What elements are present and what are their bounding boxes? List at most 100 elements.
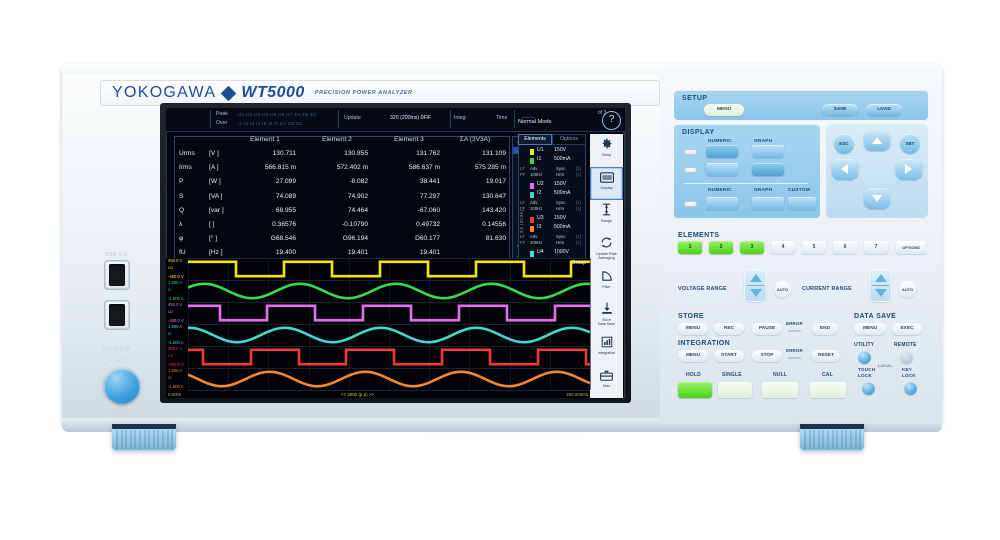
tab-options[interactable]: Options — [552, 134, 586, 145]
table-row: Urms [V ] 130.711 130.855 131.762 131.10… — [174, 150, 510, 164]
row-unit: [Hz ] — [209, 249, 223, 257]
trace-channel-label: U3 — [168, 353, 174, 358]
display-graph-button-row3[interactable] — [752, 197, 784, 210]
row-symbol: fU — [179, 249, 186, 257]
data-save-exec-button[interactable]: EXEC — [892, 323, 922, 335]
store-menu-button[interactable]: MENU — [678, 323, 708, 335]
nav-right-button[interactable] — [896, 159, 922, 180]
nav-down-button[interactable] — [864, 188, 890, 209]
display-row1-indicator — [684, 149, 697, 155]
current-range-stepper[interactable] — [869, 269, 892, 302]
measurement-table[interactable]: Element 1 Element 2 Element 3 ΣA (3V3A) … — [174, 136, 510, 266]
model-subtitle: PRECISION POWER ANALYZER — [314, 90, 413, 96]
set-button[interactable]: SET — [900, 134, 920, 154]
element-button-5[interactable]: 5 — [802, 241, 826, 254]
cal-button[interactable] — [810, 382, 846, 398]
element-button-4[interactable]: 4 — [771, 241, 795, 254]
utility-button[interactable] — [858, 351, 871, 364]
lcd-screen[interactable]: Peak U1 U2 U3 U4 U5 U6 U7 ΣA ΣB ΣC Over … — [166, 108, 625, 398]
grid-line — [188, 368, 590, 369]
null-label: NULL — [773, 372, 788, 378]
data-save-menu-button[interactable]: MENU — [854, 323, 886, 335]
sidebar-item-update-rate-averaging[interactable]: Update Rate Averaging — [590, 233, 623, 266]
store-pause-button[interactable]: PAUSE — [752, 323, 782, 335]
element-channel-row[interactable]: U1 150V — [518, 147, 586, 156]
sidebar-item-store-data-save[interactable]: Store Data Save — [590, 299, 623, 332]
usb-port-2[interactable] — [104, 300, 130, 330]
display-graph-button-row2[interactable] — [752, 163, 784, 176]
voltage-auto-button[interactable]: AUTO — [774, 281, 791, 298]
cell-value: 38.441 — [419, 178, 440, 186]
setup-load-button[interactable]: LOAD — [866, 104, 902, 116]
element-button-6[interactable]: 6 — [833, 241, 857, 254]
over-tags: I1 I2 I3 I4 I5 I6 I7 ΣA ΣB ΣC — [238, 120, 303, 126]
scale-label-bottom: -450.0 V — [168, 362, 184, 367]
integration-start-button[interactable]: START — [714, 350, 744, 362]
key-lock-button[interactable] — [904, 382, 917, 395]
cell-value: G96.194 — [342, 235, 368, 243]
channel-name: U3 — [537, 215, 544, 221]
null-button[interactable] — [762, 382, 798, 398]
cell-value: D60.177 — [415, 235, 440, 243]
integration-menu-button[interactable]: MENU — [678, 350, 708, 362]
page-index: of 3 — [598, 110, 607, 116]
display-numeric-button-row3[interactable] — [706, 197, 738, 210]
usb-port-1[interactable] — [104, 260, 130, 290]
current-auto-button[interactable]: AUTO — [899, 281, 916, 298]
nav-left-button[interactable] — [832, 159, 858, 180]
sidebar-item-filter[interactable]: Filter — [590, 266, 623, 299]
help-icon[interactable]: ? — [602, 111, 621, 130]
single-button[interactable] — [718, 382, 752, 398]
power-button[interactable] — [104, 368, 140, 404]
element-channel-row[interactable]: I3 500mA — [518, 224, 586, 233]
setup-title: SETUP — [682, 95, 708, 102]
esc-button[interactable]: ESC — [834, 134, 854, 154]
touch-lock-button[interactable] — [862, 382, 875, 395]
integration-stop-button[interactable]: STOP — [752, 350, 782, 362]
peak-to-peak-annotation: << 2002 (p-p) >> — [341, 392, 374, 397]
chassis-highlight — [62, 64, 942, 74]
row-symbol: P — [179, 178, 184, 186]
over-label: Over — [216, 120, 228, 126]
display-numeric-button-row1[interactable] — [706, 145, 738, 158]
element-button-2[interactable]: 2 — [709, 241, 733, 254]
nav-up-button[interactable] — [864, 130, 890, 151]
integration-title: INTEGRATION — [678, 340, 731, 347]
element-channel-row[interactable]: I2 500mA — [518, 190, 586, 199]
function-icon-sidebar[interactable]: Setup Display Range Update Rate Averaging Fil… — [590, 134, 623, 398]
display-custom-button-row3[interactable] — [788, 197, 816, 210]
element-options-button[interactable]: OPTIONS — [896, 241, 926, 254]
waveform-area[interactable]: 450.0 V -450.0 V U1 1.500 A -1.500 A I1 450.0 … — [166, 258, 591, 398]
hold-button[interactable] — [678, 382, 712, 398]
sidebar-item-range[interactable]: Range — [590, 200, 623, 233]
voltage-range-stepper[interactable] — [744, 269, 767, 302]
element-button-1[interactable]: 1 — [678, 241, 702, 254]
store-end-button[interactable]: END — [812, 323, 838, 335]
setup-save-button[interactable]: SAVE — [822, 104, 858, 116]
remote-button[interactable] — [900, 351, 913, 364]
sidebar-item-label: Misc — [602, 384, 611, 388]
element-channel-row[interactable]: U4 1000V — [518, 249, 586, 258]
setup-menu-button[interactable]: MENU — [704, 104, 744, 116]
utility-label: UTILITY — [854, 342, 875, 348]
display-numeric-button-row2[interactable] — [706, 163, 738, 176]
sidebar-item-integration[interactable]: Integration — [590, 332, 623, 365]
control-deck: SETUP MENU SAVE LOAD DISPLAY NUMERIC GRA… — [660, 64, 942, 424]
tab-elements[interactable]: Elements — [518, 134, 552, 145]
display-graph-button-row1[interactable] — [752, 145, 784, 158]
element-channel-row[interactable]: U3 150V — [518, 215, 586, 224]
elements-title: ELEMENTS — [678, 232, 720, 239]
sidebar-item-display[interactable]: Display — [590, 167, 623, 200]
element-button-7[interactable]: 7 — [864, 241, 888, 254]
trace-channel-label: U2 — [168, 309, 174, 314]
table-row: Q [var ] 68.955 74.464 -67.060 143.420 — [174, 207, 510, 221]
element-channel-row[interactable]: I1 500mA — [518, 156, 586, 165]
element-button-3[interactable]: 3 — [740, 241, 764, 254]
integration-reset-button[interactable]: RESET — [812, 350, 840, 362]
chart-icon — [590, 335, 623, 351]
element-channel-row[interactable]: U2 150V — [518, 181, 586, 190]
store-rec-button[interactable]: REC — [714, 323, 744, 335]
col-header-element2: Element 2 — [322, 136, 352, 143]
sidebar-item-setup[interactable]: Setup — [590, 134, 623, 167]
sidebar-item-misc[interactable]: Misc — [590, 365, 623, 398]
